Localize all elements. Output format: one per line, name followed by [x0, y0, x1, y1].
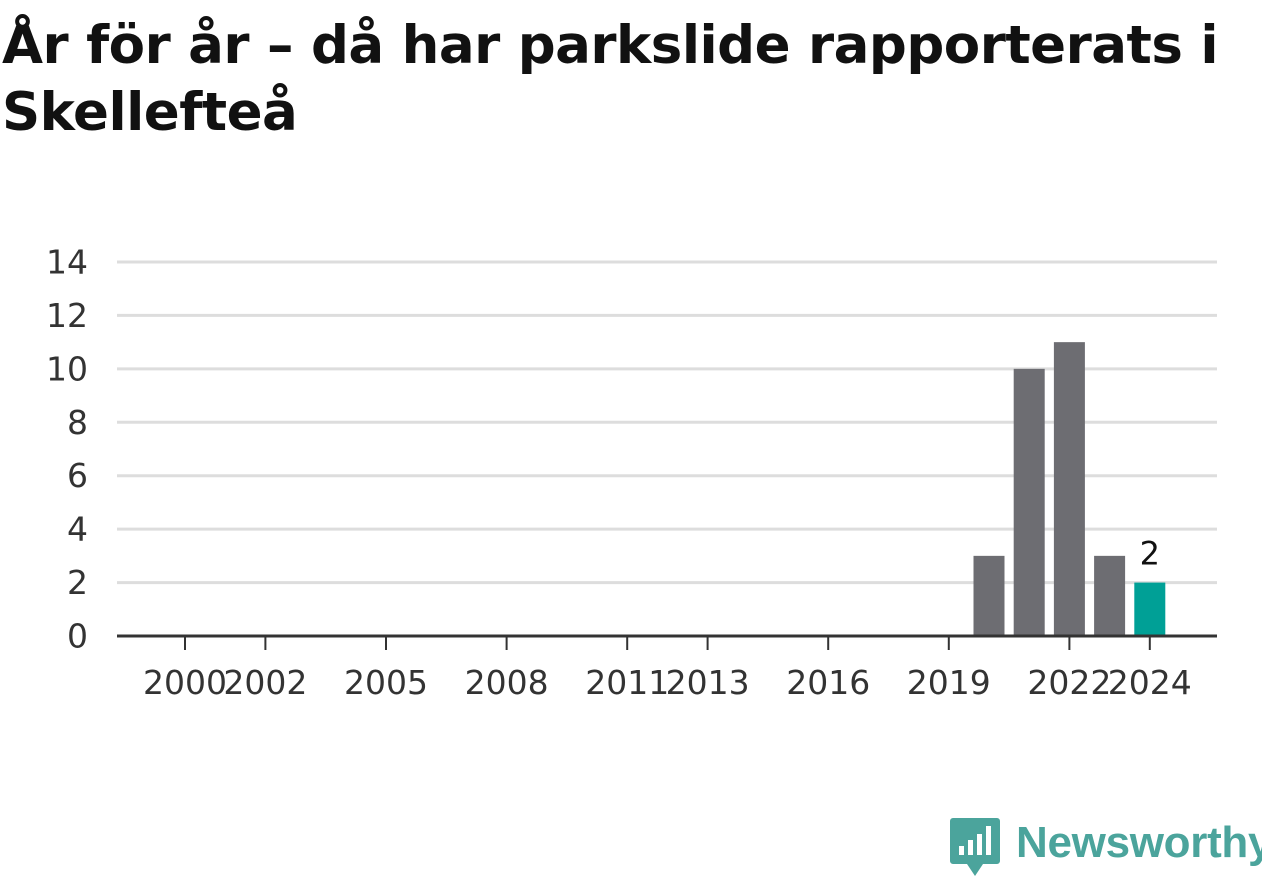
bar [1134, 582, 1166, 636]
data-label: 2 [1140, 535, 1160, 573]
newsworthy-logo-icon [950, 818, 1000, 876]
x-tick-label: 2005 [344, 663, 428, 702]
x-tick-label: 2000 [143, 663, 227, 702]
axes [117, 634, 1217, 650]
bar [1094, 555, 1126, 636]
y-tick-label: 14 [46, 243, 88, 282]
y-tick-label: 4 [67, 510, 88, 549]
x-tick-label: 2019 [907, 663, 991, 702]
x-tick-label: 2024 [1108, 663, 1192, 702]
bar [973, 555, 1005, 636]
x-tick-label: 2011 [585, 663, 669, 702]
y-tick-label: 2 [67, 563, 88, 602]
brand-name: Newsworthy [1016, 818, 1262, 867]
x-tick-label: 2022 [1027, 663, 1111, 702]
x-tick-label: 2016 [786, 663, 870, 702]
x-tick-label: 2008 [465, 663, 549, 702]
x-tick-label: 2013 [666, 663, 750, 702]
y-tick-label: 6 [67, 456, 88, 495]
bar [1053, 342, 1085, 636]
y-tick-label: 12 [46, 296, 88, 335]
y-tick-label: 8 [67, 403, 88, 442]
x-tick-label: 2002 [223, 663, 307, 702]
gridlines [117, 260, 1217, 585]
bar [1013, 368, 1045, 636]
chart-title: År för år – då har parkslide rapporterat… [2, 15, 1219, 143]
brand: Newsworthy [950, 818, 1262, 878]
y-tick-label: 0 [67, 617, 88, 656]
bars [973, 342, 1166, 636]
y-tick-label: 10 [46, 349, 88, 388]
